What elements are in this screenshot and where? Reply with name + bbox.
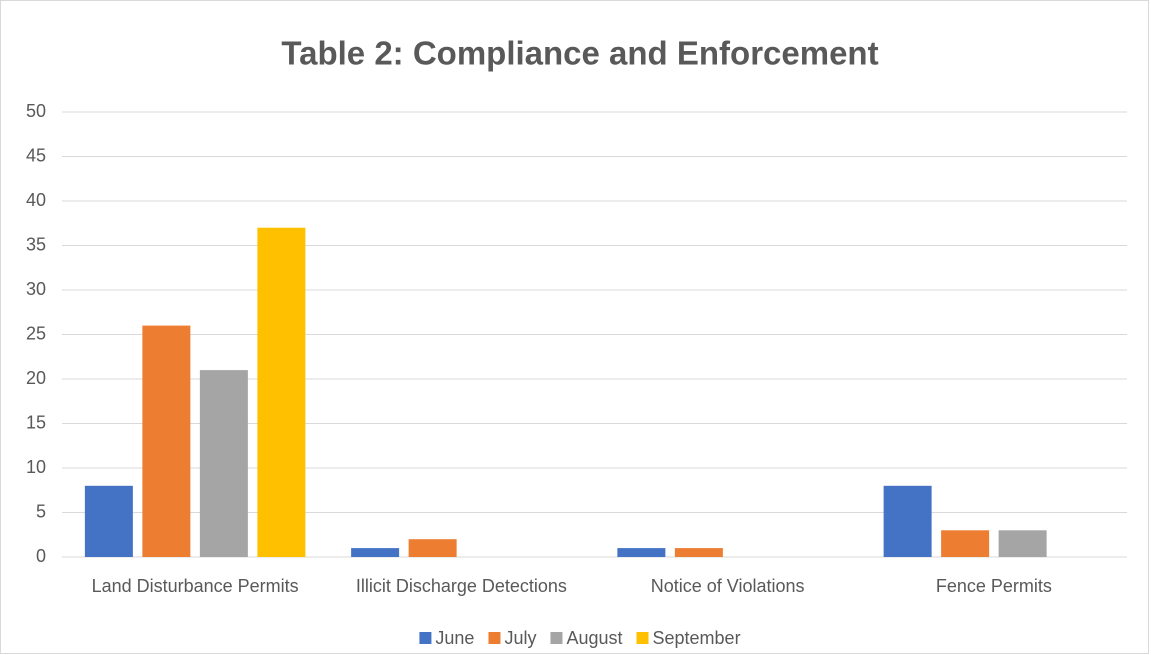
- y-tick-label: 45: [26, 145, 46, 165]
- bar: [142, 325, 191, 557]
- legend-label: June: [435, 628, 474, 648]
- legend-label: July: [504, 628, 536, 648]
- y-tick-label: 25: [26, 323, 46, 343]
- legend-swatch: [488, 632, 501, 644]
- x-tick-label: Illicit Discharge Detections: [356, 576, 567, 596]
- bar: [199, 370, 248, 557]
- legend-swatch: [550, 632, 563, 644]
- legend-swatch: [636, 632, 649, 644]
- x-tick-label: Notice of Violations: [651, 576, 805, 596]
- bar: [883, 485, 932, 557]
- y-tick-label: 40: [26, 190, 46, 210]
- legend-label: September: [653, 628, 741, 648]
- bar: [998, 530, 1047, 557]
- bar: [351, 548, 400, 557]
- bar: [674, 548, 723, 557]
- y-tick-label: 35: [26, 234, 46, 254]
- y-tick-label: 5: [36, 501, 46, 521]
- chart-title: Table 2: Compliance and Enforcement: [281, 35, 878, 72]
- bar: [257, 227, 306, 557]
- x-tick-label: Land Disturbance Permits: [92, 576, 299, 596]
- y-tick-label: 50: [26, 101, 46, 121]
- x-tick-label: Fence Permits: [936, 576, 1052, 596]
- bar: [84, 485, 133, 557]
- legend-swatch: [419, 632, 432, 644]
- bar: [408, 539, 457, 557]
- y-tick-label: 0: [36, 546, 46, 566]
- y-tick-label: 15: [26, 412, 46, 432]
- y-tick-label: 10: [26, 457, 46, 477]
- bar: [617, 548, 666, 557]
- y-tick-label: 30: [26, 279, 46, 299]
- legend-label: August: [566, 628, 622, 648]
- y-tick-label: 20: [26, 368, 46, 388]
- bar: [941, 530, 990, 557]
